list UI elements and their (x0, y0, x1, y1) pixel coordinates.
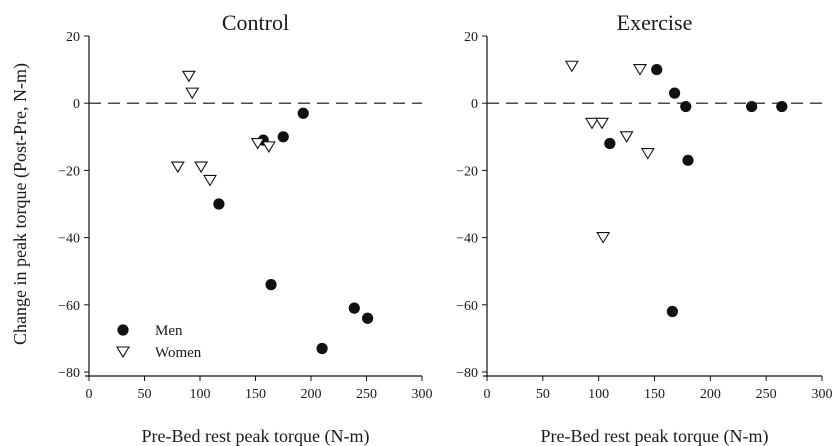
data-point-women (170, 161, 185, 174)
y-tick-label: −40 (58, 232, 80, 247)
x-tick-label: 250 (356, 387, 377, 402)
x-tick-label: 0 (86, 387, 93, 402)
y-tick-label: 0 (471, 97, 478, 112)
data-point-women (564, 60, 579, 73)
x-tick-label: 200 (700, 387, 721, 402)
data-point-women (250, 137, 265, 150)
legend-label-women: Women (155, 345, 202, 361)
data-point-women (596, 232, 611, 244)
data-point-women (640, 148, 655, 160)
x-axis-label: Pre-Bed rest peak torque (N-m) (541, 426, 769, 446)
x-tick-label: 150 (644, 387, 665, 402)
data-point-men (669, 87, 681, 99)
panel-title: Control (222, 10, 289, 35)
data-point-women (203, 174, 217, 187)
data-point-women (261, 141, 276, 153)
x-tick-label: 50 (138, 387, 152, 402)
data-point-men (651, 64, 663, 76)
y-tick-label: 20 (464, 30, 478, 45)
y-tick-label: −20 (58, 164, 80, 179)
data-point-men (362, 312, 374, 324)
panel-title: Exercise (617, 10, 693, 35)
x-tick-label: 100 (190, 387, 211, 402)
data-point-women (181, 70, 196, 83)
x-tick-label: 200 (301, 387, 322, 402)
x-tick-label: 50 (536, 387, 550, 402)
y-tick-label: −20 (456, 164, 478, 179)
data-point-men (265, 279, 277, 291)
data-point-men (604, 137, 616, 150)
data-point-men (277, 131, 289, 143)
panel-2: 200−20−40−60−800 50 100 150 200 250 300Exercis… (456, 10, 832, 446)
data-point-women (595, 117, 609, 130)
data-point-men (776, 100, 788, 113)
panel-1: 200−20−40−60−800 50 100 150 200 250 300Control… (10, 10, 433, 446)
y-tick-label: −80 (58, 366, 80, 381)
y-tick-label: 0 (73, 97, 80, 112)
legend: Men Women (116, 323, 202, 361)
y-tick-label: −40 (456, 232, 478, 247)
x-tick-label: 100 (588, 387, 609, 402)
x-tick-label: 0 (484, 387, 491, 402)
data-point-men (213, 198, 225, 210)
data-point-women (584, 117, 599, 130)
data-point-women (185, 87, 200, 100)
legend-marker-men (117, 324, 129, 336)
x-tick-label: 300 (812, 387, 833, 402)
data-point-men (680, 100, 692, 113)
y-tick-label: −60 (58, 299, 80, 314)
y-tick-label: −60 (456, 299, 478, 314)
y-tick-label: 20 (66, 30, 80, 45)
data-point-men (682, 154, 694, 166)
data-point-women (619, 131, 634, 143)
data-point-men (297, 107, 309, 119)
data-point-women (194, 161, 209, 174)
legend-marker-women (116, 346, 130, 359)
legend-label-men: Men (155, 323, 183, 339)
data-point-women (633, 64, 647, 76)
x-tick-label: 300 (412, 387, 433, 402)
y-axis-label: Change in peak torque (Post-Pre, N-m) (10, 63, 31, 345)
data-point-men (666, 305, 678, 318)
data-point-men (316, 342, 328, 355)
x-tick-label: 250 (756, 387, 777, 402)
x-axis-label: Pre-Bed rest peak torque (N-m) (142, 426, 370, 446)
data-point-men (746, 100, 758, 113)
y-tick-label: −80 (456, 366, 478, 381)
x-tick-label: 150 (245, 387, 266, 402)
data-point-men (348, 302, 360, 314)
